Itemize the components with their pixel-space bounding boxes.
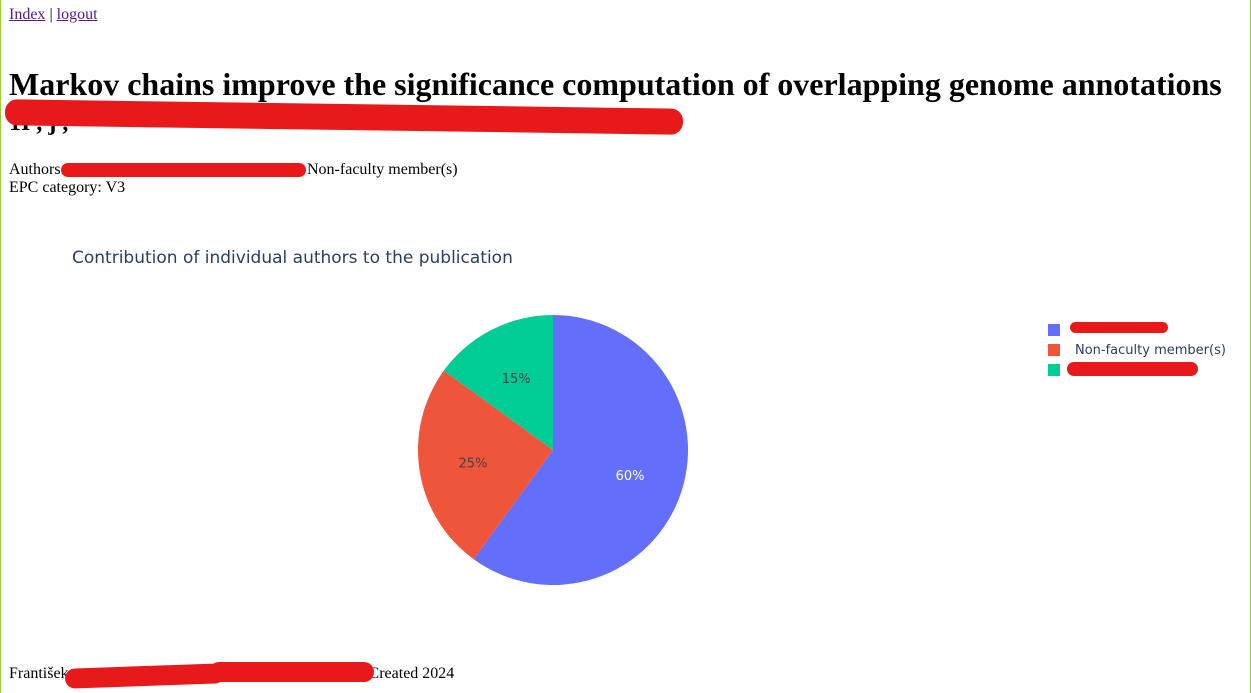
legend-item-1[interactable]	[1048, 320, 1226, 340]
authors-suffix: Non-faculty member(s)	[307, 161, 458, 178]
pie-slice-label-1: 60%	[616, 469, 645, 484]
legend-swatch-1	[1048, 324, 1060, 336]
legend-swatch-3	[1048, 364, 1060, 376]
nav-separator: |	[49, 6, 53, 23]
footer: František Created 2024	[9, 665, 454, 683]
index-link[interactable]: Index	[9, 6, 46, 23]
legend-label-2: Non-faculty member(s)	[1075, 342, 1226, 358]
pie-slice-3	[443, 315, 553, 450]
authors-row: Authors: Non-faculty member(s)	[9, 161, 458, 179]
publication-meta: Authors: Non-faculty member(s) EPC catego…	[9, 161, 458, 197]
authors-label: Authors:	[9, 161, 65, 178]
redaction-legend-1	[1070, 322, 1168, 333]
footer-created: Created 2024	[368, 665, 455, 682]
epc-category: EPC category: V3	[9, 179, 126, 196]
top-nav: Index | logout	[9, 6, 98, 24]
chart-title: Contribution of individual authors to th…	[72, 248, 513, 268]
footer-author-name: František	[9, 665, 69, 682]
legend-item-3[interactable]	[1048, 360, 1226, 380]
redaction-legend-3	[1067, 362, 1198, 376]
chart-legend: Non-faculty member(s)	[1048, 320, 1226, 380]
redaction-authors	[61, 163, 306, 177]
pie-slice-1	[473, 315, 688, 585]
pie-slice-label-3: 15%	[502, 372, 531, 387]
pie-slice-label-2: 25%	[459, 457, 488, 472]
logout-link[interactable]: logout	[56, 6, 98, 23]
legend-item-2[interactable]: Non-faculty member(s)	[1048, 340, 1226, 360]
redaction-footer-b	[209, 662, 374, 682]
legend-swatch-2	[1048, 344, 1060, 356]
page-title: Markov chains improve the significance c…	[9, 66, 1222, 102]
pie-slice-2	[417, 370, 553, 560]
